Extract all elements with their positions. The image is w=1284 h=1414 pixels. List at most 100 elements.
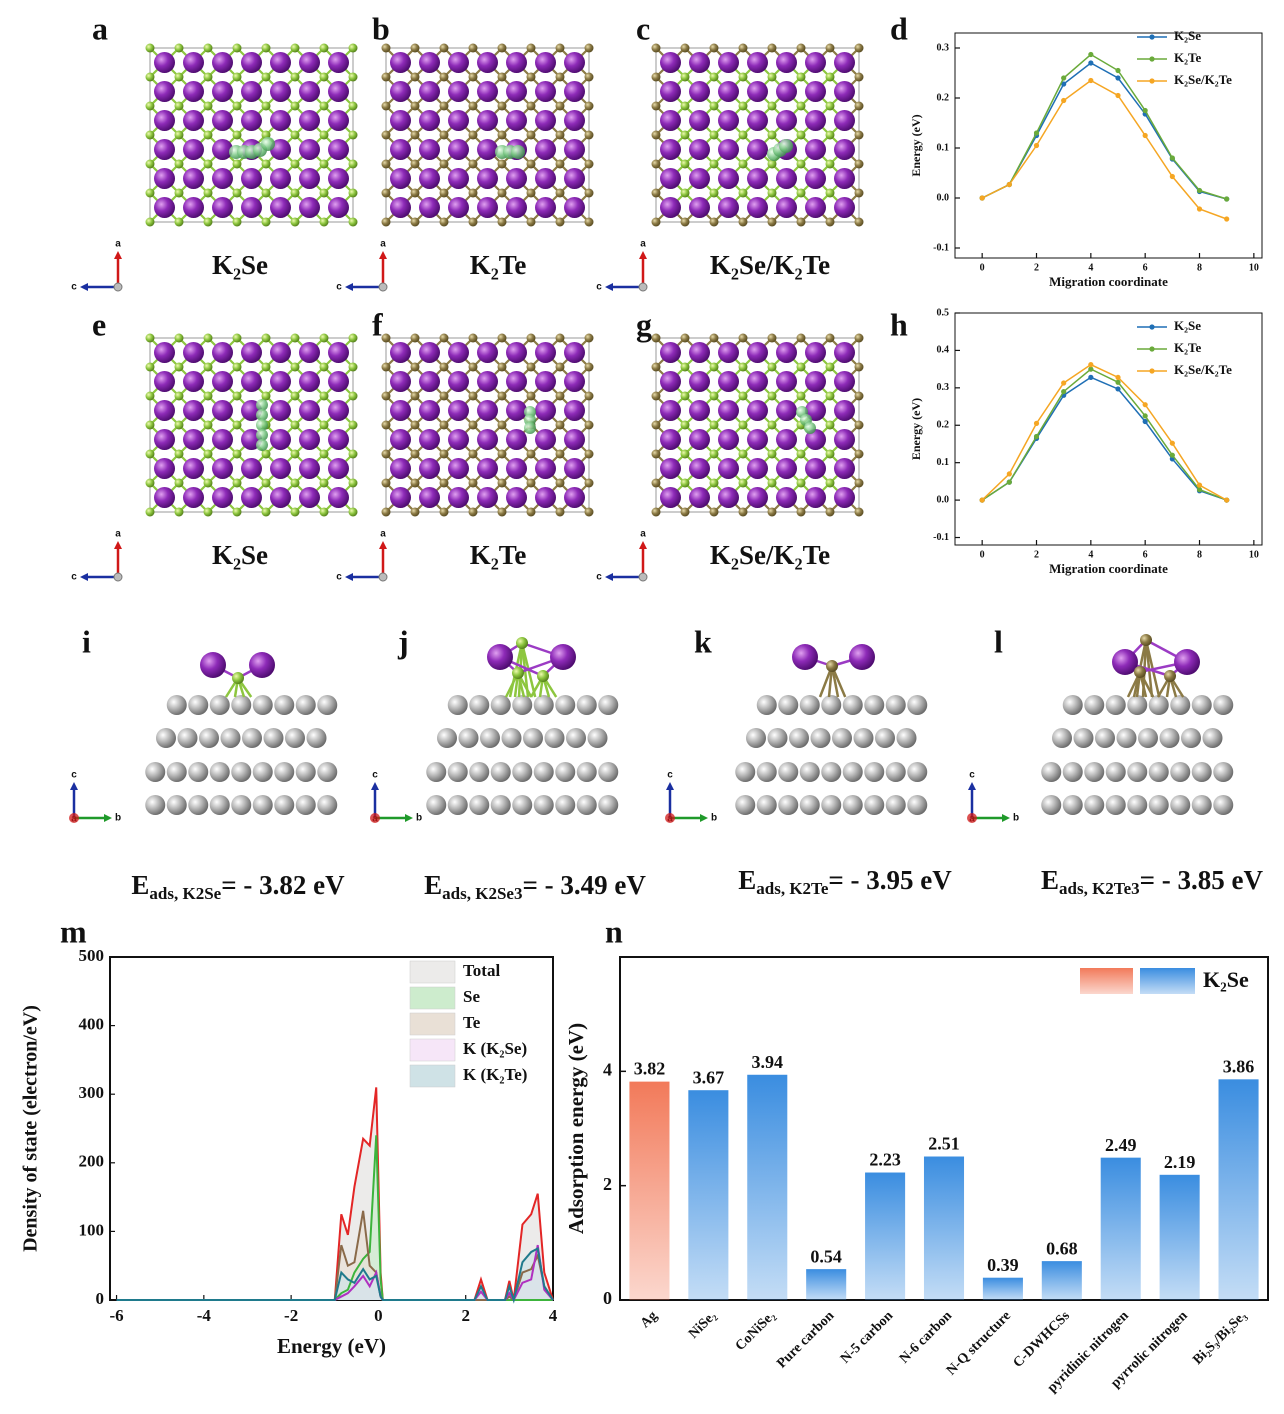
k-atom bbox=[535, 197, 556, 218]
x-tick-label: 6 bbox=[1143, 262, 1148, 273]
ag-atom bbox=[1203, 728, 1223, 748]
k-atom bbox=[200, 652, 226, 678]
anion-atom bbox=[527, 160, 536, 169]
data-point bbox=[1034, 143, 1039, 148]
anion-atom bbox=[320, 421, 329, 430]
anion-atom bbox=[826, 160, 835, 169]
k-atom bbox=[535, 52, 556, 73]
k-atom bbox=[477, 400, 498, 421]
k-atom bbox=[183, 81, 204, 102]
axis-label: a bbox=[640, 529, 646, 540]
k-atom bbox=[419, 487, 440, 508]
k-atom bbox=[241, 168, 262, 189]
bar bbox=[806, 1269, 846, 1300]
k-atom bbox=[660, 429, 681, 450]
anion-atom bbox=[175, 102, 184, 111]
k-atom bbox=[506, 52, 527, 73]
anion-atom bbox=[498, 363, 507, 372]
anion-atom bbox=[527, 508, 536, 517]
ag-atom bbox=[264, 728, 284, 748]
bar bbox=[629, 1082, 669, 1300]
k-atom bbox=[718, 110, 739, 131]
anion-atom bbox=[175, 508, 184, 517]
k-atom bbox=[535, 168, 556, 189]
anion-atom bbox=[498, 450, 507, 459]
ag-atom bbox=[1063, 695, 1083, 715]
value-text: = - 3.82 eV bbox=[221, 870, 345, 900]
anion-atom bbox=[652, 421, 661, 430]
anion-atom bbox=[797, 73, 806, 82]
anion-atom bbox=[710, 102, 719, 111]
migration-path bbox=[779, 139, 793, 153]
anion-atom bbox=[585, 421, 594, 430]
ag-atom bbox=[426, 795, 446, 815]
anion-atom bbox=[469, 508, 478, 517]
data-point bbox=[980, 195, 985, 200]
anion-atom bbox=[411, 160, 420, 169]
anion-atom bbox=[175, 334, 184, 343]
anion-atom bbox=[855, 218, 864, 227]
data-point bbox=[1034, 130, 1039, 135]
legend-label: K₂Te bbox=[1174, 50, 1201, 65]
arrow-head bbox=[371, 782, 379, 790]
anion-atom bbox=[739, 392, 748, 401]
ag-atom bbox=[210, 762, 230, 782]
slab-model bbox=[426, 637, 618, 815]
ag-atom bbox=[757, 795, 777, 815]
series-line bbox=[982, 81, 1227, 220]
k-atom bbox=[270, 81, 291, 102]
anion-atom bbox=[262, 334, 271, 343]
data-point bbox=[1061, 98, 1066, 103]
anion-atom bbox=[498, 160, 507, 169]
anion-atom bbox=[710, 131, 719, 140]
anion-atom bbox=[175, 421, 184, 430]
ag-atom bbox=[778, 762, 798, 782]
k-atom bbox=[660, 342, 681, 363]
axis-label: b bbox=[416, 813, 422, 824]
anion-atom bbox=[291, 160, 300, 169]
x-tick-label: N-5 carbon bbox=[838, 1308, 896, 1366]
anion-atom bbox=[262, 102, 271, 111]
ag-atom bbox=[1106, 695, 1126, 715]
x-tick-label: 4 bbox=[1088, 549, 1093, 560]
bar bbox=[1101, 1158, 1141, 1300]
k-atom bbox=[299, 81, 320, 102]
slab-model bbox=[1041, 634, 1233, 815]
anion-atom bbox=[498, 334, 507, 343]
k-atom bbox=[776, 52, 797, 73]
symbol: E bbox=[424, 870, 442, 900]
anion-atom bbox=[204, 334, 213, 343]
k-atom bbox=[154, 342, 175, 363]
anion-atom bbox=[291, 479, 300, 488]
ag-atom bbox=[1192, 762, 1212, 782]
data-point bbox=[1197, 188, 1202, 193]
k-atom bbox=[419, 197, 440, 218]
anion-atom bbox=[855, 73, 864, 82]
ag-atom bbox=[188, 795, 208, 815]
k-atom bbox=[747, 52, 768, 73]
axis-origin bbox=[370, 813, 380, 823]
anion-atom bbox=[291, 363, 300, 372]
k-atom bbox=[328, 429, 349, 450]
arrow-head bbox=[104, 814, 112, 822]
anion-atom bbox=[146, 131, 155, 140]
anion-atom bbox=[855, 160, 864, 169]
anion-atom bbox=[768, 218, 777, 227]
anion-atom bbox=[349, 160, 358, 169]
value-label: 3.86 bbox=[1223, 1056, 1255, 1076]
ag-atom bbox=[555, 695, 575, 715]
k-atom bbox=[212, 429, 233, 450]
anion-atom bbox=[440, 160, 449, 169]
ag-atom bbox=[317, 795, 337, 815]
k-atom bbox=[448, 110, 469, 131]
k-atom bbox=[805, 52, 826, 73]
anion-atom bbox=[440, 421, 449, 430]
anion-atom bbox=[527, 218, 536, 227]
anion-atom bbox=[826, 421, 835, 430]
k-atom bbox=[747, 487, 768, 508]
ag-atom bbox=[1213, 795, 1233, 815]
anion-atom bbox=[556, 508, 565, 517]
k-atom bbox=[183, 400, 204, 421]
k-atom bbox=[747, 458, 768, 479]
bar bbox=[688, 1090, 728, 1300]
